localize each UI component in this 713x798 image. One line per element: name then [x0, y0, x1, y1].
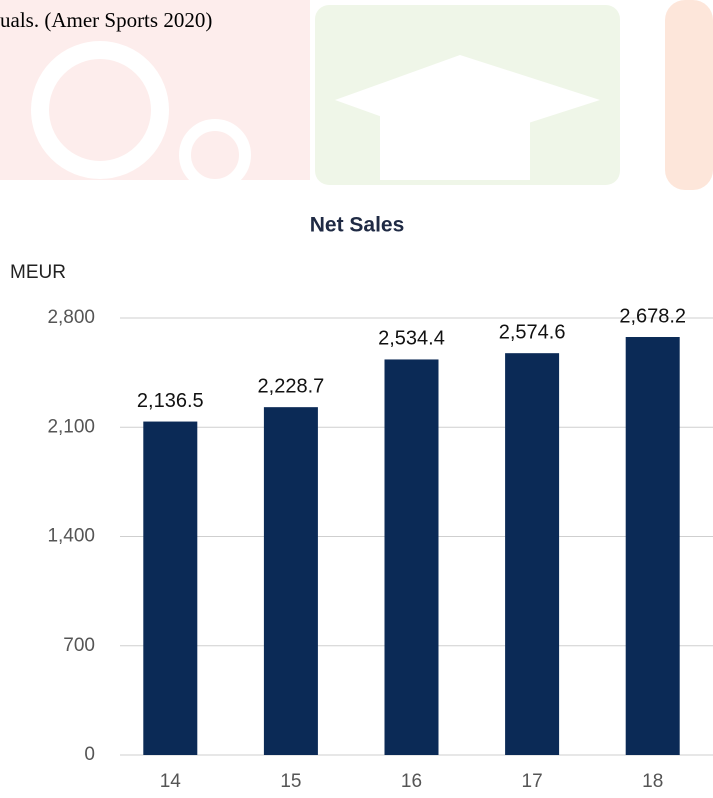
y-tick-label: 2,800: [47, 307, 95, 328]
y-tick-label: 2,100: [47, 416, 95, 437]
watermark-tile: [665, 0, 713, 190]
y-tick-label: 1,400: [47, 526, 95, 547]
bar: [384, 359, 439, 755]
x-tick-label: 15: [280, 771, 301, 792]
x-tick-label: 14: [160, 771, 182, 792]
y-tick-label: 700: [63, 635, 95, 656]
bar: [625, 337, 680, 755]
y-axis-label: MEUR: [10, 262, 66, 283]
bar: [505, 353, 560, 755]
bar: [143, 421, 198, 755]
value-label: 2,228.7: [258, 375, 325, 397]
value-label: 2,534.4: [378, 328, 445, 350]
y-tick-label: 0: [84, 744, 95, 765]
bar: [263, 407, 318, 755]
value-label: 2,574.6: [499, 321, 566, 343]
value-label: 2,678.2: [619, 305, 686, 327]
watermark-gear: [179, 119, 251, 191]
x-tick-label: 16: [401, 771, 422, 792]
caption: uals. (Amer Sports 2020): [0, 8, 212, 32]
watermark-cap: [380, 115, 530, 180]
x-tick-label: 17: [522, 771, 543, 792]
watermark: [0, 0, 713, 191]
watermark-gear: [31, 41, 169, 179]
x-tick-label: 18: [642, 771, 663, 792]
chart-title: Net Sales: [310, 214, 405, 237]
value-label: 2,136.5: [137, 390, 204, 412]
